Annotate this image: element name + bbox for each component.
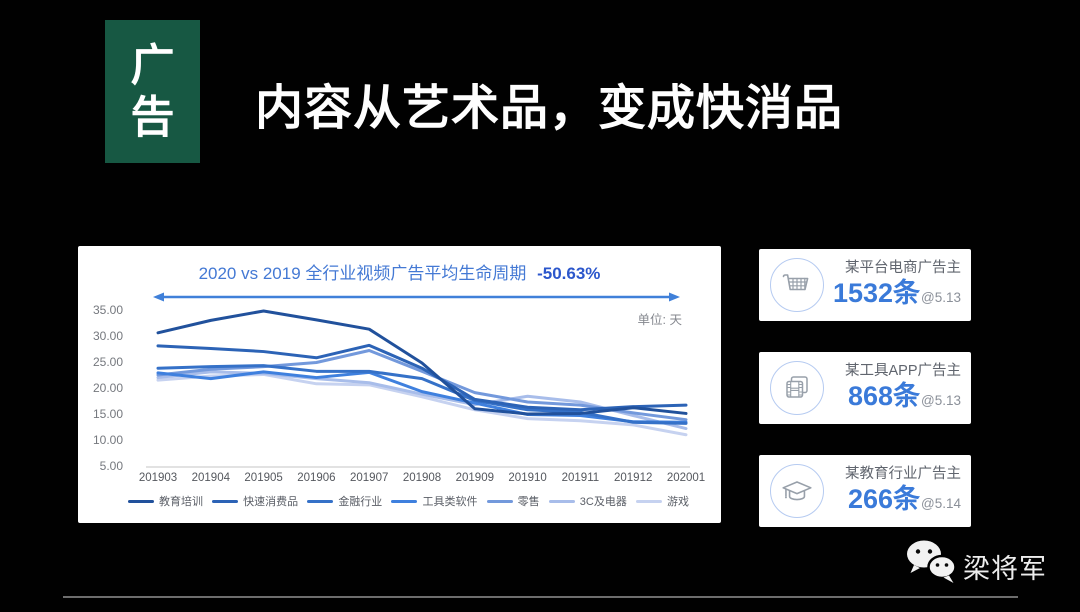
badge-char-2: 告 [130,92,175,142]
icon-ring [770,464,824,518]
x-tick: 201909 [455,472,494,484]
chart-title: 2020 vs 2019 全行业视频广告平均生命周期 -50.63% [78,259,721,284]
series-line-工具类软件 [156,370,688,424]
card-title: 某平台电商广告主 [845,260,961,277]
x-tick: 201912 [614,472,653,484]
author-name: 梁将军 [963,554,1047,584]
legend-label: 零售 [517,496,540,508]
y-tick: 25.00 [92,355,123,369]
series-line-教育培训 [156,309,688,416]
x-tick: 201906 [297,472,336,484]
y-tick: 15.00 [92,407,123,421]
legend-item-零售: 零售 [486,493,540,509]
x-tick: 201910 [508,472,547,484]
y-tick: 10.00 [92,433,123,447]
chart-legend: 教育培训 快速消费品 金融行业 工具类软件 零售 3C及电器 游戏 [128,493,689,509]
card-date: @5.13 [921,290,961,306]
slide-title: 内容从艺术品，变成快消品 [255,82,844,135]
y-tick: 5.00 [99,459,123,473]
stat-card-ecommerce: 某平台电商广告主 1532条@5.13 [759,249,971,321]
chart-panel: 2020 vs 2019 全行业视频广告平均生命周期 -50.63% 单位: 天… [78,246,721,523]
legend-swatch [636,499,662,503]
stat-card-education: 某教育行业广告主 266条@5.14 [759,455,971,527]
card-count: 266条@5.14 [847,484,961,515]
series-line-游戏 [156,372,688,437]
x-tick: 201904 [191,472,230,484]
legend-swatch [486,499,513,503]
line-chart [146,292,690,468]
badge-char-1: 广 [130,40,175,90]
card-title: 某工具APP广告主 [844,363,961,380]
legend-label: 金融行业 [338,496,383,508]
card-date: @5.13 [921,393,961,409]
cart-icon [782,274,809,291]
wechat-icon [907,540,957,583]
chart-title-delta: -50.63% [537,264,601,283]
series-line-快速消费品 [156,343,688,412]
x-tick: 201903 [138,472,178,484]
y-tick: 30.00 [92,329,123,343]
legend-item-快速消费品: 快速消费品 [212,493,298,509]
x-tick: 201911 [561,472,600,484]
card-count: 868条@5.13 [847,381,961,412]
x-tick: 201908 [402,472,442,484]
y-tick: 35.00 [92,303,123,317]
legend-swatch [212,499,239,503]
legend-label: 工具类软件 [422,496,478,508]
legend-item-教育培训: 教育培训 [128,493,203,509]
legend-label: 3C及电器 [579,496,627,508]
card-count: 1532条@5.13 [832,278,961,309]
card-title: 某教育行业广告主 [845,466,961,483]
legend-item-工具类软件: 工具类软件 [391,493,477,509]
legend-label: 游戏 [667,496,689,508]
film-icon [786,376,808,398]
unit-label: 单位: 天 [637,313,682,327]
legend-swatch [128,499,154,503]
y-tick: 20.00 [92,381,123,395]
stat-card-tool-app: 某工具APP广告主 868条@5.13 [759,352,971,424]
legend-label: 快速消费品 [243,496,299,508]
x-tick: 202001 [666,472,706,484]
graduation-cap-icon [782,481,812,501]
legend-label: 教育培训 [159,496,203,508]
legend-item-游戏: 游戏 [636,493,689,509]
legend-item-金融行业: 金融行业 [307,493,382,509]
legend-item-3C及电器: 3C及电器 [548,493,627,509]
chart-title-main: 2020 vs 2019 全行业视频广告平均生命周期 [198,264,527,283]
icon-ring [770,361,824,415]
series-line-金融行业 [156,364,688,425]
legend-swatch [548,499,575,503]
card-date: @5.14 [921,496,961,512]
bottom-divider [63,596,1018,598]
icon-ring [770,258,824,312]
x-tick: 201907 [350,472,389,484]
legend-swatch [391,499,418,503]
legend-swatch [307,499,334,503]
x-tick: 201905 [244,472,283,484]
category-badge: 广 告 [105,20,200,163]
